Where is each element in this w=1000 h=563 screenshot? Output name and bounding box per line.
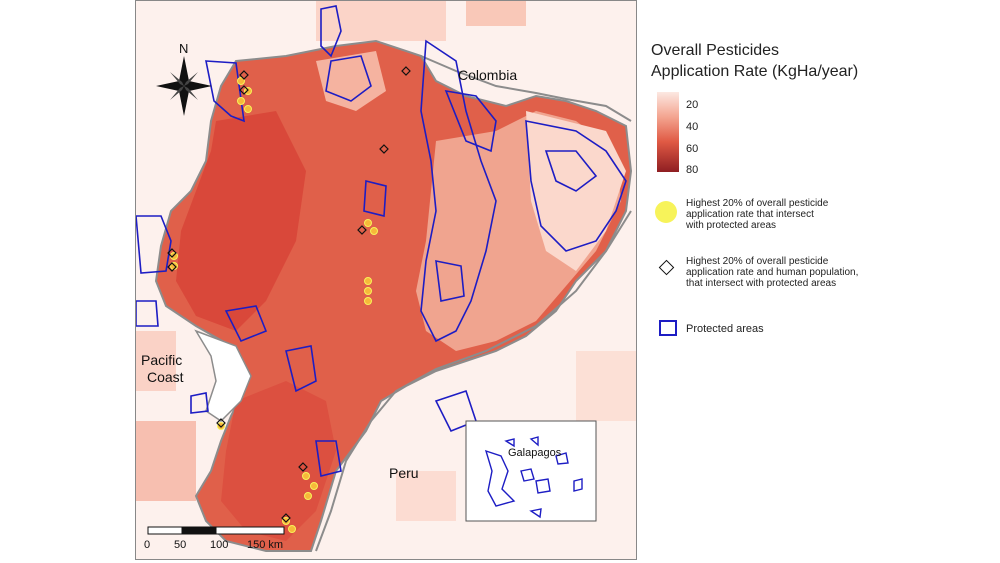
legend-protected-text: Protected areas [686,323,764,335]
gulf-of-guayaquil [194,329,252,422]
peru-border [315,210,632,552]
legend-title-line2: Application Rate (KgHa/year) [651,63,859,80]
legend-yellow-line1: Highest 20% of overall pesticide [686,198,829,209]
protected-area-icon [659,320,677,336]
ramp-tick-60: 60 [686,143,699,155]
legend-diamond-line3: that intersect with protected areas [686,278,837,289]
scale-label-50: 50 [174,539,187,551]
human-population-points [167,66,411,523]
legend-yellow-line3: with protected areas [686,220,777,231]
colombia-border [420,55,632,122]
protected-areas [136,5,627,477]
pacific-coast-label-line2: Coast [147,369,184,385]
map-panel: N Colombia Pacific Coast Peru Galapagos … [135,0,637,560]
color-ramp [657,92,679,172]
south-dark-band [221,381,336,541]
colombia-label: Colombia [458,67,518,83]
legend-diamond-text: Highest 20% of overall pesticide applica… [686,256,896,289]
legend-title-line1: Overall Pesticides [651,42,780,59]
north-label: N [179,41,189,56]
ecuador-map [136,1,636,559]
legend-yellow-line2: application rate that intersect [686,209,814,220]
legend-title: Overall Pesticides Application Rate (KgH… [651,40,858,82]
scale-label-100: 100 [210,539,229,551]
ramp-tick-20: 20 [686,99,699,111]
legend-diamond-line1: Highest 20% of overall pesticide [686,256,829,267]
galapagos-label: Galapagos [508,447,562,459]
north-light-patch [316,51,386,111]
scale-label-0: 0 [144,539,151,551]
diamond-icon [658,259,675,276]
yellow-circle-icon [655,201,677,223]
north-arrow-icon [156,56,212,116]
high-rate-points [170,77,378,533]
legend-diamond-line2: application rate and human population, [686,267,859,278]
legend-yellow-text: Highest 20% of overall pesticide applica… [686,198,896,231]
ramp-tick-80: 80 [686,164,699,176]
coastal-dark-band [176,111,306,331]
scale-label-150: 150 km [247,539,284,551]
scale-bar [147,526,285,535]
peru-label: Peru [389,465,419,481]
pacific-coast-label-line1: Pacific [141,352,183,368]
ramp-tick-40: 40 [686,121,699,133]
galapagos-inset [465,420,597,522]
